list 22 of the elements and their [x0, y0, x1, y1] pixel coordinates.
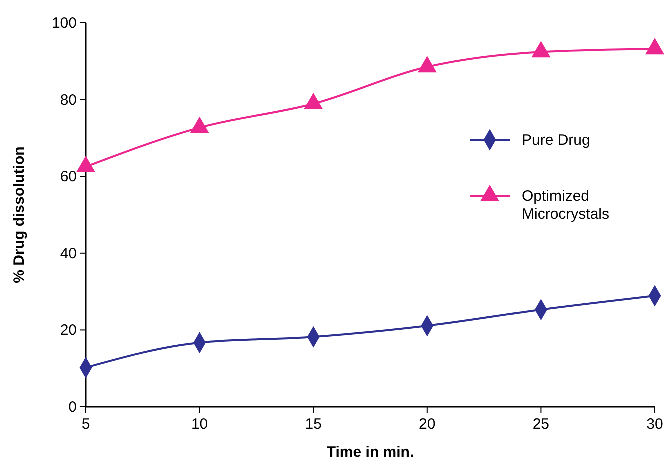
y-tick-label: 0 — [68, 399, 77, 416]
y-axis-title: % Drug dissolution — [11, 146, 28, 284]
point — [190, 117, 209, 134]
point — [76, 156, 96, 172]
y-tick-label: 40 — [60, 245, 77, 262]
x-tick-label: 25 — [532, 416, 550, 433]
y-tick-label: 80 — [60, 92, 77, 109]
point — [532, 42, 550, 58]
x-tick-label: 5 — [82, 416, 90, 433]
y-tick-label: 60 — [60, 168, 77, 186]
y-tick-label: 100 — [52, 15, 77, 32]
legend-label: Optimized Microcrystals — [522, 188, 610, 223]
y-tick-label: 20 — [60, 322, 77, 340]
legend-label: Pure Drug — [522, 132, 590, 149]
point — [418, 56, 437, 73]
point — [646, 38, 664, 55]
point — [304, 94, 323, 110]
x-tick-label: 15 — [305, 416, 322, 433]
x-tick-label: 10 — [191, 416, 208, 433]
x-axis-title: Time in min. — [326, 444, 414, 461]
x-tick-label: 20 — [419, 416, 436, 433]
x-tick-label: 30 — [646, 416, 664, 433]
